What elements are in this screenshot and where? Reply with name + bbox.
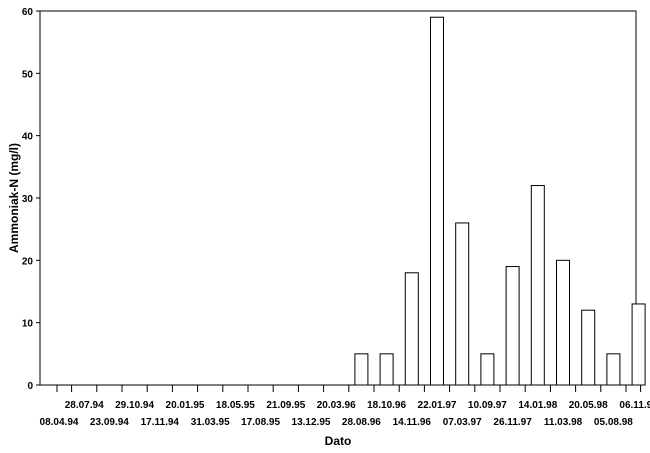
x-tick-label: 18.05.95 [216,400,255,411]
x-tick-label: 20.05.98 [569,400,608,411]
y-tick-label: 20 [22,256,34,267]
x-tick-label: 05.08.98 [594,417,633,428]
x-axis: 08.04.94 28.07.94 23.09.94 29.10.94 17.11.94… [40,385,650,428]
x-tick-label: 08.04.94 [40,417,79,428]
bar [606,353,621,386]
bar [455,222,470,386]
x-tick-label: 10.09.97 [468,400,507,411]
x-tick-label: 17.08.95 [241,417,280,428]
y-tick-label: 10 [22,319,34,330]
x-tick-label: 07.03.97 [443,417,482,428]
bar [430,16,444,386]
bars [354,16,646,386]
x-tick-label: 17.11.94 [141,417,180,428]
x-tick-label: 18.10.96 [367,400,406,411]
y-tick-label: 50 [22,69,34,80]
bar [404,272,419,386]
x-tick-label: 21.09.95 [266,400,305,411]
y-tick-label: 60 [22,7,34,18]
x-axis-title: Dato [325,434,352,448]
x-tick-label: 31.03.95 [191,417,230,428]
y-tick-label: 40 [22,132,34,143]
x-tick-label: 23.09.94 [90,417,129,428]
y-axis: 0 10 20 30 40 50 60 [22,7,40,392]
plot-frame [39,10,637,386]
x-tick-label: 06.11.98 [619,400,650,411]
bar [505,266,520,386]
bar [631,303,646,386]
bar [556,259,570,386]
x-tick-label: 28.07.94 [65,400,104,411]
x-tick-label: 29.10.94 [115,400,154,411]
x-tick-label: 11.03.98 [544,417,583,428]
x-tick-label: 20.01.95 [166,400,205,411]
bar [581,309,596,386]
x-tick-label: 28.08.96 [342,417,381,428]
x-tick-label: 14.01.98 [518,400,557,411]
x-tick-label: 22.01.97 [418,400,457,411]
bar [379,353,394,386]
bar [354,353,369,386]
y-tick-label: 0 [27,381,33,392]
x-tick-label: 20.03.96 [317,400,356,411]
y-axis-title: Ammoniak-N (mg/l) [7,143,21,253]
x-tick-label: 13.12.95 [292,417,331,428]
bar [530,185,545,386]
x-tick-label: 14.11.96 [393,417,432,428]
y-tick-label: 30 [22,194,34,205]
x-tick-label: 26.11.97 [493,417,532,428]
bar [480,353,495,386]
